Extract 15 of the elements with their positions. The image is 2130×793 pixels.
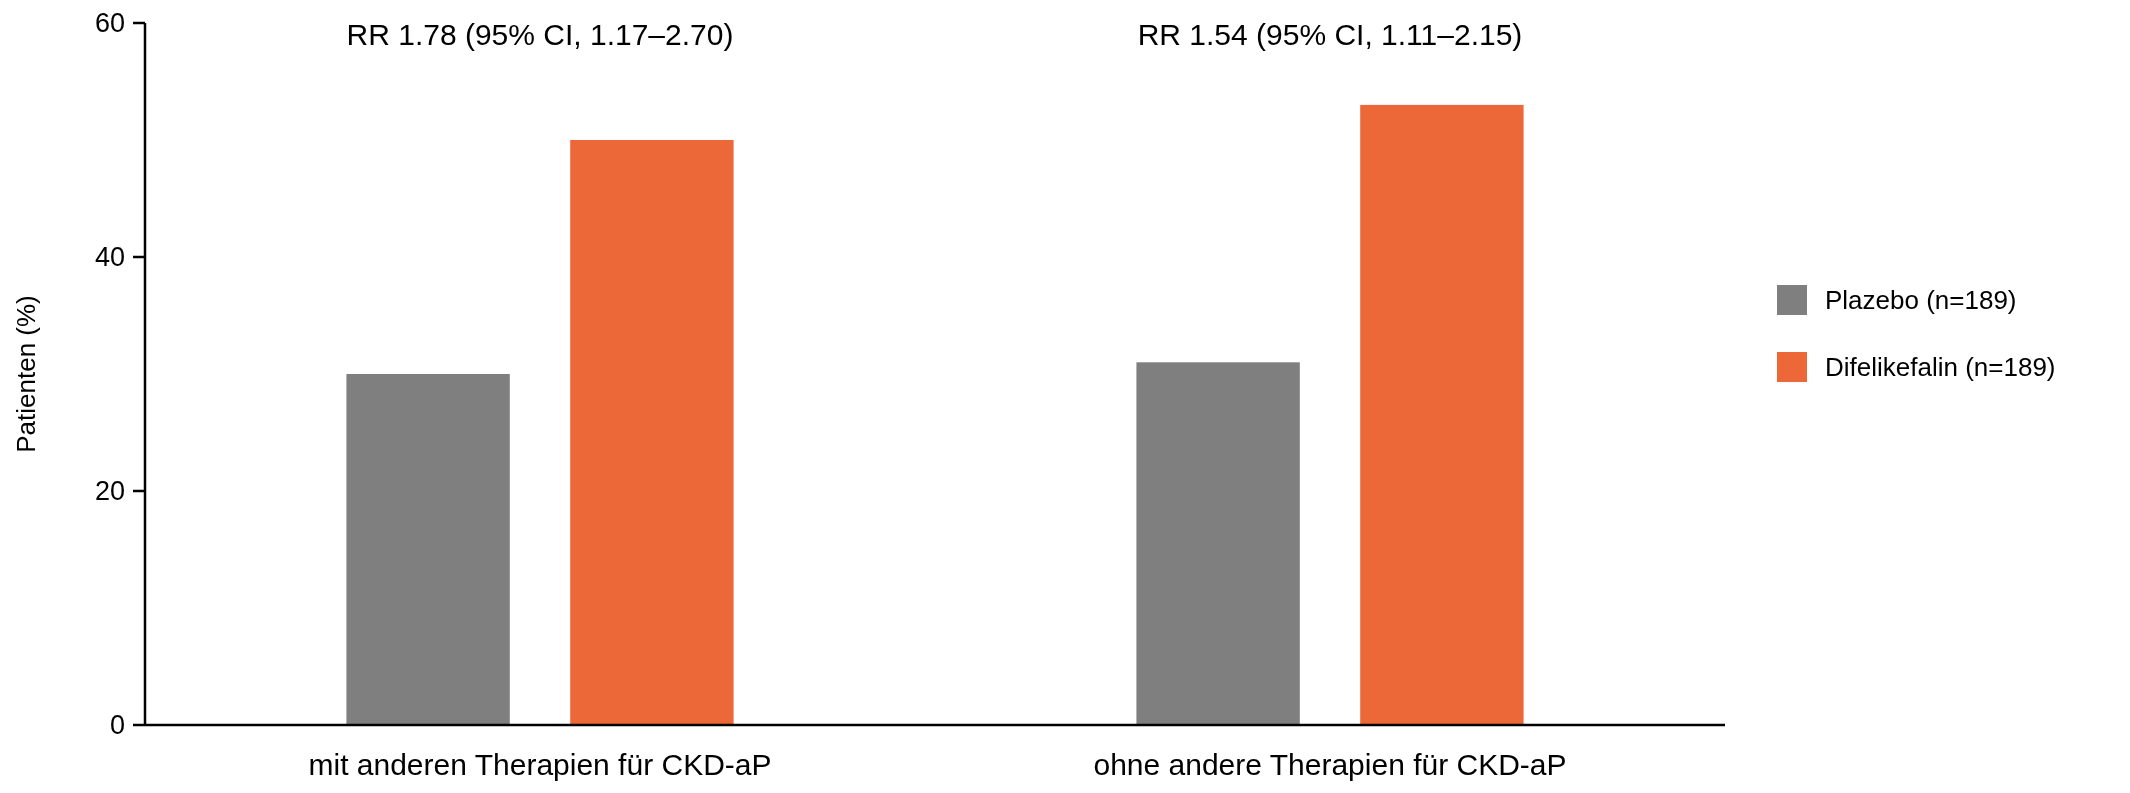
x-tick-label: ohne andere Therapien für CKD-aP	[1093, 748, 1567, 781]
bar	[1360, 104, 1524, 725]
x-tick-label: mit anderen Therapien für CKD-aP	[308, 748, 772, 781]
y-tick-label: 60	[94, 8, 125, 39]
legend-label: Difelikefalin (n=189)	[1825, 352, 2056, 383]
legend-label: Plazebo (n=189)	[1825, 285, 2017, 316]
y-tick-label: 40	[94, 242, 125, 273]
bar	[346, 374, 510, 725]
annotation: RR 1.54 (95% CI, 1.11–2.15)	[1137, 18, 1523, 51]
y-tick-label: 20	[94, 476, 125, 507]
bar	[570, 140, 734, 725]
y-axis-title: Patienten (%)	[11, 295, 41, 453]
annotation: RR 1.78 (95% CI, 1.17–2.70)	[346, 18, 734, 51]
bar	[1136, 362, 1300, 725]
y-tick-label: 0	[109, 710, 125, 741]
